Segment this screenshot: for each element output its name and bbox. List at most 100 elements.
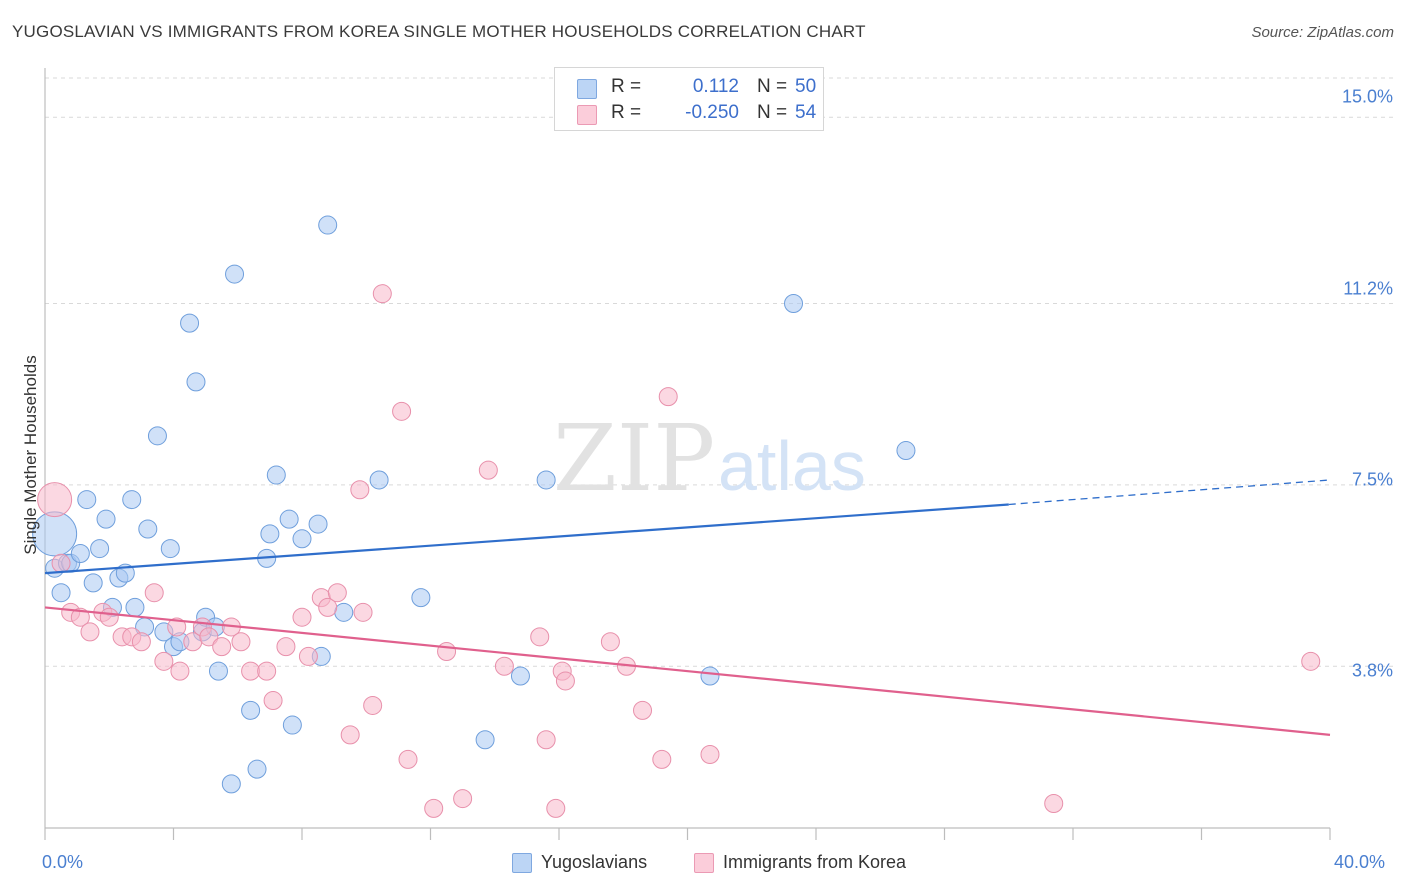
yugoslavian-point <box>292 529 312 549</box>
yugoslavian-point <box>77 490 97 510</box>
trend-lines <box>44 479 1331 736</box>
korea-point <box>555 671 575 691</box>
korea-point <box>167 617 187 637</box>
korea-point <box>327 583 347 603</box>
korea-point <box>478 460 498 480</box>
korea-point <box>318 597 338 617</box>
korea-point <box>263 691 283 711</box>
korea-point <box>292 607 312 627</box>
watermark: ZIP atlas <box>553 405 866 512</box>
r-value: -0.250 <box>685 102 739 123</box>
watermark-zip: ZIP <box>553 405 715 512</box>
korea-point <box>231 632 251 652</box>
korea-point <box>700 744 720 764</box>
yugoslavian-point <box>266 465 286 485</box>
yugoslavian-point <box>51 583 71 603</box>
n-label: N = <box>757 102 788 123</box>
yugoslavian-point <box>700 666 720 686</box>
korea-point <box>453 789 473 809</box>
yugoslavian-point <box>208 661 228 681</box>
chart-title: YUGOSLAVIAN VS IMMIGRANTS FROM KOREA SIN… <box>12 22 866 41</box>
korea-point <box>633 700 653 720</box>
korea-point <box>392 401 412 421</box>
n-value: 54 <box>795 102 817 123</box>
r-value: 0.112 <box>692 76 739 97</box>
korea-point <box>372 284 392 304</box>
x-tick-label: 0.0% <box>42 852 84 872</box>
legend-swatch <box>577 79 597 99</box>
korea-point <box>652 749 672 769</box>
korea-point <box>298 646 318 666</box>
yugoslavian-point <box>536 470 556 490</box>
x-tick-label: 40.0% <box>1334 852 1386 872</box>
korea-point <box>494 656 514 676</box>
korea-point <box>70 607 90 627</box>
r-label: R = <box>611 102 642 123</box>
korea-point <box>1301 651 1321 671</box>
yugoslavian-point <box>260 524 280 544</box>
r-label: R = <box>611 76 642 97</box>
korea-point <box>530 627 550 647</box>
gridlines <box>45 77 1395 667</box>
source-label: Source: ZipAtlas.com <box>1251 24 1394 41</box>
korea-point <box>144 583 164 603</box>
yugoslavian-point <box>784 293 804 313</box>
yugoslavian-point <box>308 514 328 534</box>
yugoslavian-point <box>318 215 338 235</box>
korea-point <box>424 798 444 818</box>
y-tick-label: 11.2% <box>1343 278 1393 299</box>
axes <box>44 68 1331 840</box>
yugoslavian-point <box>96 509 116 529</box>
correlation-legend: R = 0.112 N = 50 R = -0.250 N = 54 <box>554 67 824 131</box>
korea-point <box>437 642 457 662</box>
korea-point <box>51 553 71 573</box>
korea-point <box>241 661 261 681</box>
korea-point <box>170 661 190 681</box>
korea-point <box>600 632 620 652</box>
y-tick-label: 7.5% <box>1351 469 1393 490</box>
yugoslavian-point <box>180 313 200 333</box>
yugoslavian-point <box>247 759 267 779</box>
yugoslavian-point <box>221 774 241 794</box>
yugoslavian-point <box>241 700 261 720</box>
yugoslavian-point <box>122 490 142 510</box>
korea-point <box>37 482 73 518</box>
korea-point <box>536 730 556 750</box>
korea-point <box>350 480 370 500</box>
yugoslavian-point <box>411 588 431 608</box>
yugoslavian-point <box>138 519 158 539</box>
y-axis-label: Single Mother Households <box>21 355 40 555</box>
watermark-atlas: atlas <box>718 427 866 505</box>
yugoslavian-point <box>90 539 110 559</box>
yugoslavian-point <box>70 543 90 563</box>
legend-swatch <box>694 853 714 873</box>
legend-swatch <box>577 105 597 125</box>
n-label: N = <box>757 76 788 97</box>
yugoslavian-point <box>125 597 145 617</box>
yugoslavian-point <box>147 426 167 446</box>
korea-point <box>363 695 383 715</box>
yugoslavian-point <box>369 470 389 490</box>
korea-point <box>99 607 119 627</box>
yugoslavian-point <box>282 715 302 735</box>
korea-point <box>353 602 373 622</box>
korea-point <box>154 651 174 671</box>
yugoslavian-trend-extension <box>1008 479 1331 506</box>
yugoslavian-point <box>510 666 530 686</box>
korea-point <box>199 627 219 647</box>
yugoslavian-point <box>160 539 180 559</box>
korea-point <box>658 387 678 407</box>
korea-point <box>546 798 566 818</box>
korea-trend-line <box>44 606 1331 736</box>
yugoslavian-trend-line <box>44 503 1009 575</box>
legend-swatch <box>512 853 532 873</box>
korea-point <box>80 622 100 642</box>
legend-label: Immigrants from Korea <box>723 852 907 872</box>
yugoslavian-point <box>896 441 916 461</box>
korea-point <box>398 749 418 769</box>
yugoslavian-point <box>225 264 245 284</box>
yugoslavian-point <box>186 372 206 392</box>
korea-point <box>340 725 360 745</box>
yugoslavian-point <box>475 730 495 750</box>
